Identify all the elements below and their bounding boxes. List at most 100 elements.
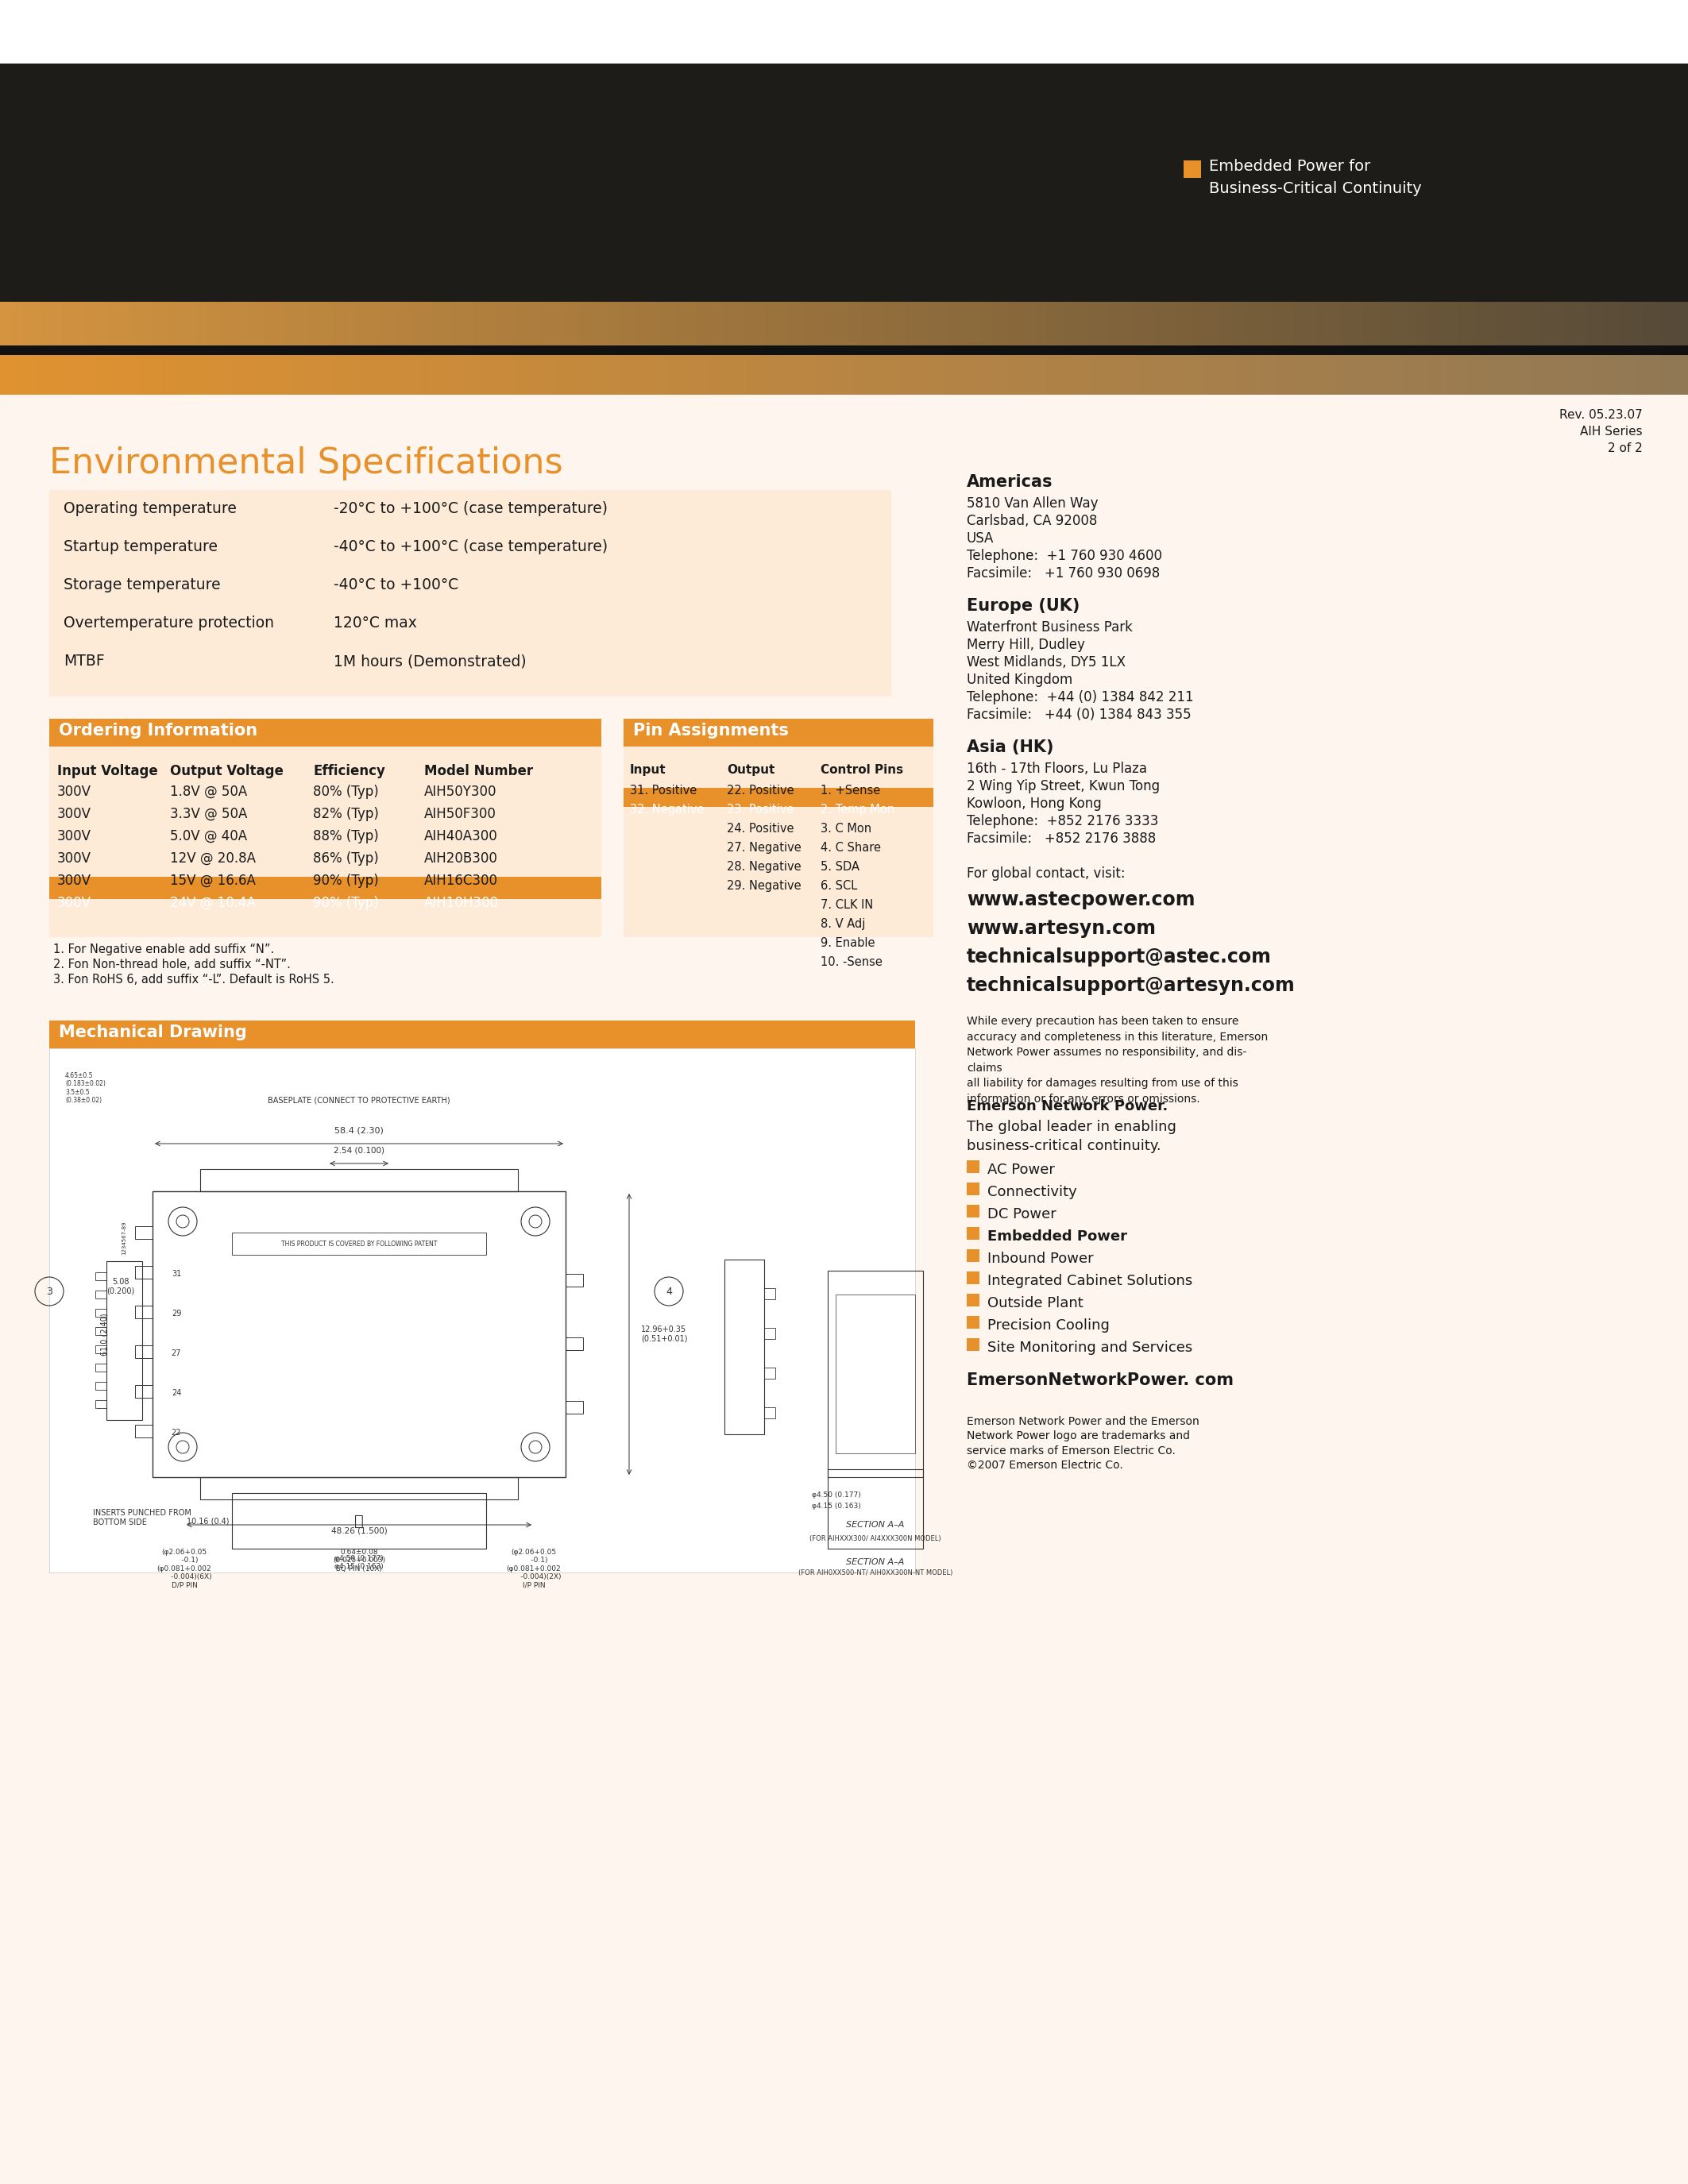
Bar	[191, 356, 197, 395]
Bar	[79, 301, 84, 345]
Bar	[1406, 301, 1413, 345]
Bar	[1599, 301, 1604, 345]
Text: Model Number: Model Number	[424, 764, 533, 778]
Bar	[1553, 356, 1560, 395]
Bar	[1126, 301, 1131, 345]
Bar	[1160, 301, 1165, 345]
Bar	[1025, 356, 1030, 395]
Bar	[501, 301, 506, 345]
Text: While every precaution has been taken to ensure
accuracy and completeness in thi: While every precaution has been taken to…	[967, 1016, 1268, 1105]
Bar	[670, 356, 675, 395]
Bar	[1261, 301, 1266, 345]
Bar	[360, 301, 366, 345]
Text: Input: Input	[630, 764, 667, 775]
Bar	[1305, 356, 1312, 395]
Bar	[34, 301, 41, 345]
Text: Europe (UK): Europe (UK)	[967, 598, 1080, 614]
Bar	[181, 356, 186, 395]
Text: 300V: 300V	[57, 784, 91, 799]
Bar	[1480, 301, 1485, 345]
Bar	[591, 301, 598, 345]
Bar	[991, 301, 996, 345]
Bar	[619, 356, 625, 395]
Bar	[282, 356, 287, 395]
Bar	[1119, 301, 1126, 345]
Bar	[186, 356, 192, 395]
Bar	[265, 356, 270, 395]
Bar	[1182, 301, 1188, 345]
Bar	[641, 301, 648, 345]
Bar	[349, 356, 354, 395]
Bar	[798, 356, 805, 395]
Bar	[333, 356, 338, 395]
Bar	[95, 1400, 106, 1409]
Bar	[1654, 301, 1661, 345]
Bar	[101, 356, 108, 395]
Bar	[967, 356, 974, 395]
Text: (FOR AIH0XX500-NT/ AIH0XX300N-NT MODEL): (FOR AIH0XX500-NT/ AIH0XX300N-NT MODEL)	[798, 1570, 952, 1577]
Bar	[1069, 301, 1075, 345]
Text: 2.54 (0.100): 2.54 (0.100)	[334, 1147, 385, 1153]
Text: 10.16 (0.4): 10.16 (0.4)	[187, 1518, 230, 1524]
Text: Emerson Network Power and the Emerson
Network Power logo are trademarks and
serv: Emerson Network Power and the Emerson Ne…	[967, 1415, 1198, 1472]
Bar	[275, 356, 282, 395]
Bar	[1254, 301, 1261, 345]
Bar	[1435, 301, 1442, 345]
Bar	[135, 356, 142, 395]
Bar	[248, 356, 253, 395]
Text: 3.3V @ 50A: 3.3V @ 50A	[170, 806, 248, 821]
Bar	[1514, 301, 1519, 345]
Bar	[201, 1476, 518, 1500]
Bar	[490, 301, 496, 345]
Bar	[1637, 356, 1644, 395]
Bar	[844, 301, 851, 345]
Bar	[1041, 356, 1047, 395]
Bar	[1401, 356, 1408, 395]
Bar	[670, 301, 675, 345]
Bar	[219, 356, 226, 395]
Bar	[135, 1424, 152, 1437]
Bar	[1198, 301, 1205, 345]
Bar	[1350, 301, 1357, 345]
Bar	[574, 356, 581, 395]
Bar	[1271, 301, 1278, 345]
Text: Merry Hill, Dudley: Merry Hill, Dudley	[967, 638, 1085, 653]
Bar	[709, 301, 716, 345]
Bar	[1013, 356, 1020, 395]
Bar	[135, 1306, 152, 1319]
Bar	[726, 301, 733, 345]
Bar	[1582, 356, 1587, 395]
Bar	[798, 301, 805, 345]
Bar	[1080, 356, 1087, 395]
Text: West Midlands, DY5 1LX: West Midlands, DY5 1LX	[967, 655, 1126, 670]
Bar	[95, 1363, 106, 1372]
Bar	[714, 356, 721, 395]
Bar	[1008, 356, 1013, 395]
Bar	[771, 301, 776, 345]
Bar	[214, 356, 219, 395]
Bar	[912, 301, 918, 345]
Bar	[1143, 301, 1148, 345]
Bar	[1109, 356, 1114, 395]
Bar	[957, 301, 962, 345]
Text: 23. Positive: 23. Positive	[728, 804, 793, 815]
Bar	[169, 301, 176, 345]
Bar	[1615, 356, 1620, 395]
Bar	[1536, 356, 1543, 395]
Bar	[1193, 356, 1198, 395]
Bar	[1143, 356, 1148, 395]
Bar	[1632, 356, 1637, 395]
Bar	[849, 356, 856, 395]
Bar	[456, 301, 463, 345]
Bar	[636, 301, 641, 345]
Bar	[856, 356, 861, 395]
Bar	[393, 356, 400, 395]
Bar	[1165, 356, 1171, 395]
Bar	[1531, 301, 1536, 345]
Bar	[1092, 356, 1097, 395]
Bar	[1102, 301, 1109, 345]
Bar	[1541, 301, 1548, 345]
Text: 5.08
(0.200): 5.08 (0.200)	[106, 1278, 135, 1295]
Bar	[118, 356, 125, 395]
Bar	[1210, 356, 1215, 395]
